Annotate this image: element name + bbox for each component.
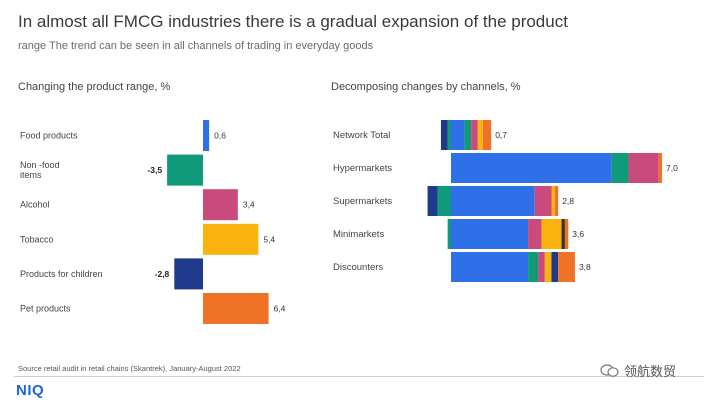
bar-segment	[440, 120, 448, 150]
category-label: Products for children	[20, 269, 103, 279]
bar-segment	[551, 186, 555, 216]
bar-segment	[561, 219, 565, 249]
left-chart-heading: Changing the product range, %	[18, 81, 171, 93]
bar-segment	[528, 252, 539, 282]
footer-divider	[14, 376, 704, 377]
category-label: Network Total	[333, 130, 390, 141]
niq-logo: NIQ	[16, 382, 45, 399]
category-label: Pet products	[20, 304, 71, 314]
bar-segment	[564, 219, 569, 249]
bar-segment	[534, 186, 552, 216]
bar-segment	[477, 120, 483, 150]
total-label: 3,6	[572, 229, 584, 239]
category-label: Minimarkets	[333, 229, 384, 240]
bar-segment	[471, 120, 478, 150]
watermark: 领航数贸	[600, 361, 676, 380]
source-note: Source retail audit in retail chains (Sk…	[18, 364, 241, 373]
category-label: Non -food items	[20, 160, 60, 180]
bar-2	[167, 154, 203, 186]
bar-segment	[541, 219, 562, 249]
category-label: Alcohol	[20, 200, 50, 210]
bar-segment	[482, 120, 492, 150]
category-label: Tobacco	[20, 234, 54, 244]
value-label: 6,4	[274, 304, 286, 314]
value-label: 0,6	[214, 131, 226, 141]
bar-segment	[551, 252, 559, 282]
bar-segment	[451, 120, 465, 150]
bar-3	[203, 189, 238, 221]
bar-segment	[447, 120, 451, 150]
bar-segment	[427, 186, 438, 216]
total-label: 0,7	[495, 130, 507, 140]
category-label: Hypermarkets	[333, 163, 392, 174]
wechat-icon	[600, 363, 619, 377]
product-range-chart: Food products 0,6 Non -food items -3,5 Alcoho…	[20, 120, 286, 324]
bar-segment	[451, 219, 529, 249]
chart-subtitle: range The trend can be seen in all chann…	[18, 40, 374, 52]
category-label: Supermarkets	[333, 196, 392, 207]
bar-segment	[658, 153, 663, 183]
bar-1	[203, 120, 210, 151]
chart-title: In almost all FMCG industries there is a…	[18, 12, 568, 31]
bar-segment	[628, 153, 659, 183]
value-label: -3,5	[147, 165, 162, 175]
value-label: -2,8	[155, 269, 170, 279]
bar-segment	[451, 153, 612, 183]
total-label: 7,0	[666, 163, 678, 173]
bar-segment	[558, 252, 575, 282]
total-label: 2,8	[562, 196, 574, 206]
bar-segment	[447, 219, 451, 249]
bar-segment	[528, 219, 542, 249]
right-chart-heading: Decomposing changes by channels, %	[331, 81, 521, 93]
bar-segment	[538, 252, 545, 282]
bar-segment	[437, 186, 451, 216]
bar-segment	[451, 252, 529, 282]
category-label: Discounters	[333, 262, 383, 273]
value-label: 5,4	[263, 234, 275, 244]
bar-5	[174, 258, 203, 290]
bar-segment	[464, 120, 472, 150]
bar-segment	[611, 153, 629, 183]
bar-segment	[451, 186, 535, 216]
bar-4	[203, 223, 259, 255]
total-label: 3,8	[579, 262, 591, 272]
bar-segment	[544, 252, 552, 282]
watermark-text: 领航数贸	[624, 364, 677, 379]
category-label: Food products	[20, 131, 78, 141]
bar-segment	[554, 186, 559, 216]
value-label: 3,4	[243, 200, 255, 210]
bar-6	[203, 293, 269, 324]
